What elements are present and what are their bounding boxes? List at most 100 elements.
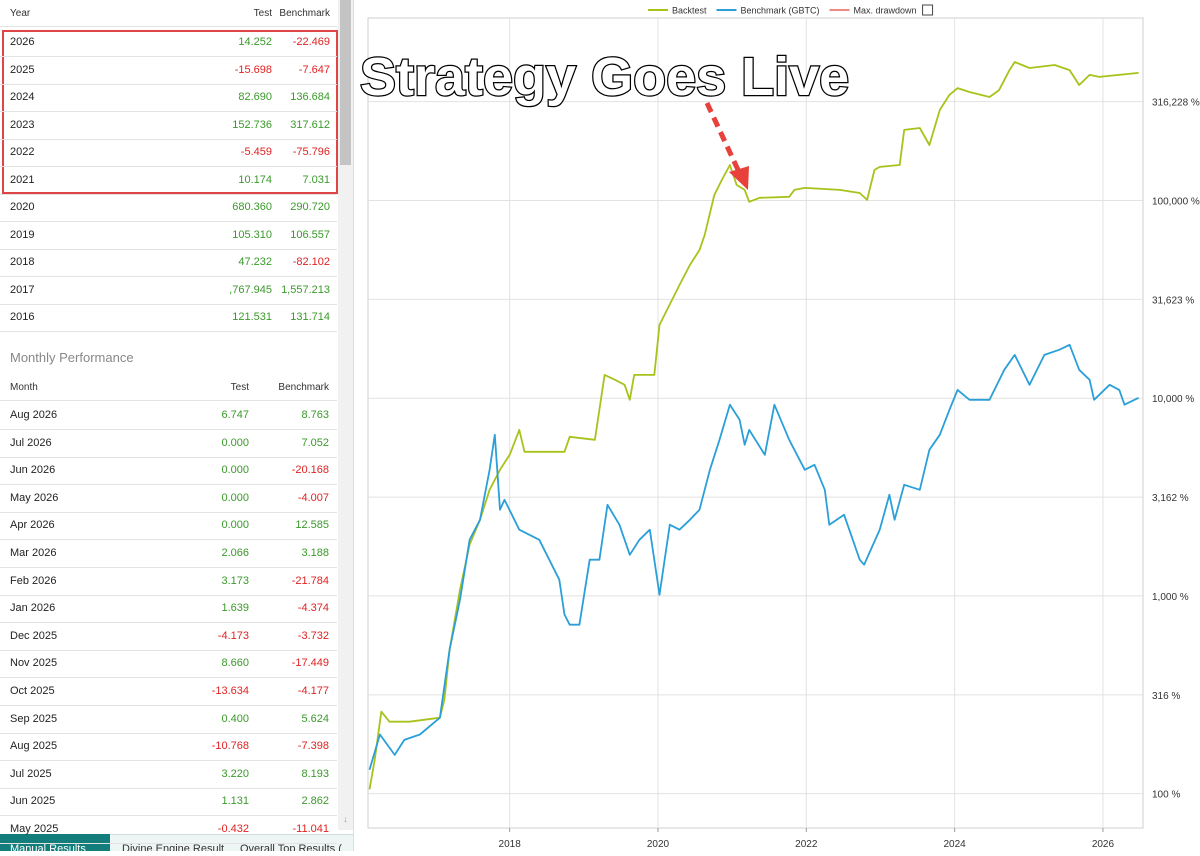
row-value: 0.000 xyxy=(221,491,249,504)
row-line xyxy=(0,567,337,568)
x-tick-label: 2018 xyxy=(499,839,522,850)
row-line xyxy=(0,303,337,305)
chart-panel: 100 % 316 % 1,000 % 3,162 % 10,000 % 31,623 %… xyxy=(356,0,1200,851)
row-value: 136.684 xyxy=(290,91,330,103)
row-value: -13.634 xyxy=(211,685,249,697)
y-tick-label: 1,000 % xyxy=(1152,592,1189,603)
scrollbar-thumb[interactable] xyxy=(340,0,351,165)
row-value: 317.612 xyxy=(290,118,330,131)
column-header: Test xyxy=(253,8,272,19)
annotation: Strategy Goes Live xyxy=(360,47,849,107)
results-panel: ↓ Monthly Performance Year Test Benchmark 2… xyxy=(0,0,354,851)
row-line xyxy=(0,594,337,596)
row-line xyxy=(0,787,337,789)
row-value: -82.102 xyxy=(292,256,330,268)
row-value: -75.796 xyxy=(292,146,330,158)
row-value: 14.252 xyxy=(238,36,272,48)
row-label: Jul 2026 xyxy=(10,436,52,449)
row-value: 82.690 xyxy=(238,91,272,103)
row-line xyxy=(0,732,337,734)
x-tick-label: 2022 xyxy=(795,839,818,850)
row-line xyxy=(0,705,337,706)
row-value: 1,557.213 xyxy=(281,283,330,296)
scroll-down[interactable]: ↓ xyxy=(343,814,348,824)
column-header: Year xyxy=(10,8,31,19)
row-value: 290.720 xyxy=(290,201,330,213)
row-label: 2026 xyxy=(10,36,35,48)
row-value: 0.000 xyxy=(221,464,249,477)
tab[interactable]: Overall Top Results ( xyxy=(240,843,342,851)
y-tick-label: 3,162 % xyxy=(1152,493,1189,504)
row-value: -4.177 xyxy=(297,685,329,697)
row-value: 1.639 xyxy=(221,602,249,615)
row-value: -7.647 xyxy=(298,63,330,76)
row-line xyxy=(0,111,337,112)
row-value: 2.862 xyxy=(301,795,329,808)
tab-active[interactable] xyxy=(0,834,110,851)
row-value: 8.193 xyxy=(301,767,329,780)
row-value: -17.449 xyxy=(291,657,329,670)
row-label: 2022 xyxy=(10,146,35,158)
series-line xyxy=(368,343,1139,771)
row-line xyxy=(0,456,337,458)
row-value: -5.459 xyxy=(240,146,272,158)
tab[interactable]: Manual Results xyxy=(10,843,86,851)
row-line xyxy=(0,484,337,486)
row-label: Mar 2026 xyxy=(10,547,57,559)
y-tick-label: 100,000 % xyxy=(1152,197,1200,208)
row-value: 12.585 xyxy=(295,519,329,532)
column-header: Month xyxy=(10,382,38,393)
row-value: 8.660 xyxy=(221,657,249,670)
legend-label[interactable]: Max. drawdown xyxy=(854,6,917,16)
row-line xyxy=(0,815,337,817)
row-value: -7.398 xyxy=(297,740,329,753)
row-line xyxy=(0,56,337,57)
header-line xyxy=(0,26,337,27)
row-label: Jun 2025 xyxy=(10,795,56,808)
row-label: May 2025 xyxy=(10,823,59,835)
series-line xyxy=(368,61,1139,790)
row-line xyxy=(0,429,337,430)
row-value: 121.531 xyxy=(232,311,272,323)
row-value: 47.232 xyxy=(238,256,272,268)
row-label: Nov 2025 xyxy=(10,657,58,670)
year-highlight xyxy=(2,30,338,194)
column-header: Benchmark xyxy=(278,382,329,393)
legend-checkbox[interactable] xyxy=(922,4,934,16)
plot-area xyxy=(367,17,1144,829)
x-tick-label: 2024 xyxy=(944,839,967,850)
row-value: 3.188 xyxy=(301,547,329,559)
row-label: Feb 2026 xyxy=(10,574,57,587)
row-label: Oct 2025 xyxy=(10,685,55,697)
row-value: -0.432 xyxy=(217,823,249,835)
row-value: 1.131 xyxy=(221,795,249,808)
row-line xyxy=(0,622,337,624)
row-value: -4.173 xyxy=(217,629,249,642)
y-tick-label: 100 % xyxy=(1152,790,1180,801)
row-label: 2016 xyxy=(10,311,35,323)
row-line xyxy=(0,539,337,541)
row-value: -3.732 xyxy=(297,629,329,642)
row-label: Sep 2025 xyxy=(10,712,58,725)
legend-label[interactable]: Benchmark (GBTC) xyxy=(741,6,820,16)
row-label: Aug 2026 xyxy=(10,409,58,421)
row-label: Dec 2025 xyxy=(10,629,58,642)
monthly-title: Monthly Performance xyxy=(10,350,134,365)
tab[interactable]: Divine Engine Result xyxy=(122,843,225,851)
row-value: 3.220 xyxy=(221,767,249,780)
row-line xyxy=(0,138,337,140)
row-label: 2021 xyxy=(10,173,35,186)
row-value: 106.557 xyxy=(290,228,330,241)
row-value: 0.000 xyxy=(221,519,249,532)
row-label: Apr 2026 xyxy=(10,519,55,532)
row-value: -4.007 xyxy=(297,491,329,504)
row-value: -10.768 xyxy=(211,740,249,753)
row-line xyxy=(0,193,337,195)
row-value: -21.784 xyxy=(291,574,329,587)
row-line xyxy=(0,331,337,332)
row-value: 5.624 xyxy=(301,712,329,725)
x-tick-label: 2020 xyxy=(647,839,670,850)
row-value: ,767.945 xyxy=(229,283,272,296)
legend-label[interactable]: Backtest xyxy=(672,6,707,16)
